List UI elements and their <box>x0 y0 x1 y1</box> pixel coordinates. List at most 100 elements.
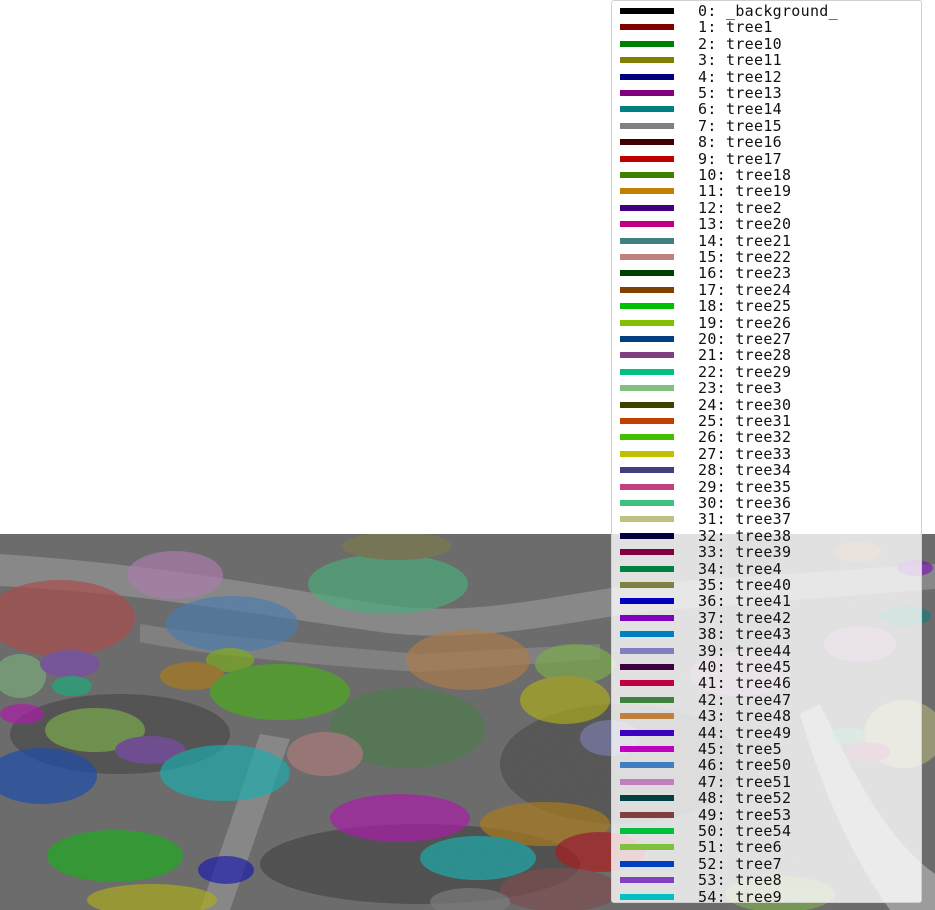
legend-swatch <box>620 778 674 785</box>
legend-swatch <box>620 483 674 490</box>
legend-label: 6: tree14 <box>698 100 782 119</box>
legend-swatch <box>620 237 674 244</box>
legend-swatch <box>620 450 674 457</box>
legend-entry: 24: tree30 <box>620 395 792 414</box>
legend-label: 32: tree38 <box>698 526 792 545</box>
legend-swatch <box>620 90 674 96</box>
legend-entry: 32: tree38 <box>620 526 792 545</box>
legend-label: 3: tree11 <box>698 51 782 70</box>
legend-label: 49: tree53 <box>698 805 792 824</box>
legend-entry: 16: tree23 <box>620 264 792 283</box>
legend-label: 44: tree49 <box>698 723 792 742</box>
legend-label: 0: _background_ <box>698 2 838 20</box>
legend-label: 13: tree20 <box>698 215 792 234</box>
legend-label: 36: tree41 <box>698 592 792 611</box>
legend-swatch <box>620 696 674 703</box>
legend-entry: 19: tree26 <box>620 313 792 332</box>
legend-entry: 26: tree32 <box>620 428 791 446</box>
legend-entry: 41: tree46 <box>620 674 791 692</box>
legend-swatch <box>620 303 674 310</box>
legend-label: 24: tree30 <box>698 395 792 414</box>
legend-swatch <box>620 516 674 523</box>
legend-swatch <box>620 352 674 359</box>
legend-entry: 9: tree17 <box>620 150 782 168</box>
legend-swatch <box>620 729 674 736</box>
legend-swatch <box>620 385 674 392</box>
legend-swatch <box>620 598 674 605</box>
legend-entry: 5: tree13 <box>620 84 782 102</box>
legend-entry: 36: tree41 <box>620 592 792 611</box>
legend-label: 28: tree34 <box>698 461 792 480</box>
legend-label: 33: tree39 <box>698 543 792 562</box>
legend-entry: 8: tree16 <box>620 133 782 151</box>
legend-entry: 50: tree54 <box>620 822 791 840</box>
legend-swatch <box>620 631 674 638</box>
legend-entry: 27: tree33 <box>620 444 792 463</box>
legend-entry: 23: tree3 <box>620 379 782 397</box>
legend-swatch <box>620 467 674 474</box>
legend-label: 16: tree23 <box>698 264 792 283</box>
legend-swatch <box>620 40 674 47</box>
legend-swatch <box>620 795 674 802</box>
legend-entry: 34: tree4 <box>620 560 782 578</box>
legend-entry: 54: tree9 <box>620 888 782 906</box>
legend: 0: _background_ 1: tree1 2: tree10 3: tree1… <box>611 0 922 906</box>
legend-entry: 35: tree40 <box>620 576 791 594</box>
legend-entry: 31: tree37 <box>620 510 791 528</box>
legend-swatch <box>620 122 674 129</box>
legend-entry: 11: tree19 <box>620 182 792 201</box>
legend-entry: 0: _background_ <box>620 2 838 20</box>
legend-swatch <box>620 680 674 687</box>
legend-swatch <box>620 860 674 867</box>
legend-label: 14: tree21 <box>698 231 792 250</box>
legend-swatch <box>620 828 674 834</box>
legend-entry: 14: tree21 <box>620 231 792 250</box>
legend-swatch <box>620 24 674 31</box>
legend-label: 18: tree25 <box>698 297 792 316</box>
legend-swatch <box>620 155 674 162</box>
legend-swatch <box>620 582 674 588</box>
legend-swatch <box>620 139 674 146</box>
legend-entry: 21: tree28 <box>620 346 792 365</box>
legend-label: 53: tree8 <box>698 871 782 890</box>
legend-label: 47: tree51 <box>698 772 792 791</box>
legend-entry: 2: tree10 <box>620 35 782 53</box>
legend-label: 20: tree27 <box>698 330 792 348</box>
legend-entry: 42: tree47 <box>620 691 791 709</box>
legend-swatch <box>620 811 674 818</box>
legend-label: 11: tree19 <box>698 182 792 201</box>
legend-label: 52: tree7 <box>698 854 782 873</box>
legend-swatch <box>620 532 674 539</box>
legend-entry: 20: tree27 <box>620 330 792 348</box>
legend-swatch <box>620 664 674 670</box>
legend-entry: 3: tree11 <box>620 51 782 70</box>
legend-entry: 52: tree7 <box>620 854 782 873</box>
legend-swatch <box>620 57 674 64</box>
legend-entry: 51: tree6 <box>620 838 782 857</box>
legend-entry: 45: tree5 <box>620 740 782 758</box>
legend-entry: 39: tree44 <box>620 642 791 660</box>
legend-swatch <box>620 8 674 14</box>
legend-entry: 38: tree43 <box>620 625 791 643</box>
legend-label: 19: tree26 <box>698 313 792 332</box>
legend-swatch <box>620 204 674 211</box>
legend-entry: 25: tree31 <box>620 412 792 430</box>
legend-swatch <box>620 418 674 424</box>
legend-entry: 6: tree14 <box>620 100 782 119</box>
legend-entry: 49: tree53 <box>620 805 792 824</box>
legend-swatch <box>620 319 674 326</box>
legend-swatch <box>620 254 674 260</box>
legend-label: 43: tree48 <box>698 707 792 726</box>
legend-label: 25: tree31 <box>698 412 792 430</box>
legend-swatch <box>620 746 674 752</box>
legend-label: 27: tree33 <box>698 444 792 463</box>
legend-label: 51: tree6 <box>698 838 782 857</box>
legend-swatch <box>620 434 674 441</box>
legend-entry: 46: tree50 <box>620 756 791 774</box>
legend-entry: 37: tree42 <box>620 609 791 627</box>
legend-label: 5: tree13 <box>698 84 782 102</box>
legend-label: 17: tree24 <box>698 280 792 299</box>
legend-label: 21: tree28 <box>698 346 792 365</box>
legend-swatch <box>620 877 674 884</box>
legend-swatch <box>620 106 674 113</box>
